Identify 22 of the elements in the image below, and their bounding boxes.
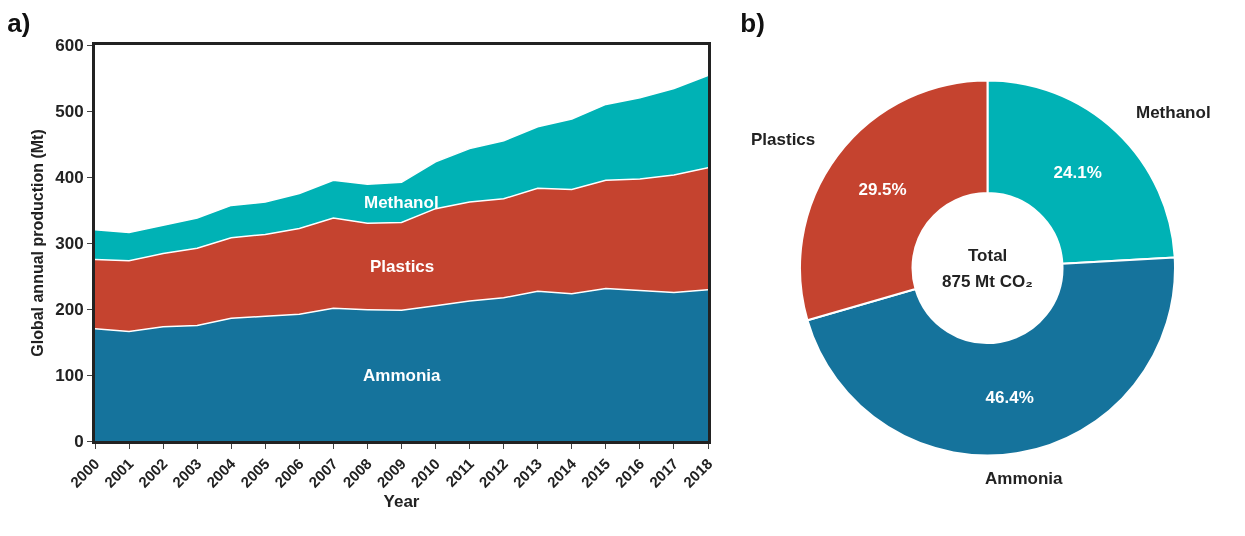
- data-label: 46.4%: [985, 387, 1034, 407]
- data-label: 24.1%: [1053, 163, 1102, 183]
- y-tick-label: 600: [55, 35, 84, 55]
- series-label: Methanol: [364, 193, 439, 212]
- slice-label: Methanol: [1136, 103, 1211, 122]
- series-label: Plastics: [370, 257, 435, 276]
- slice-label: Ammonia: [985, 469, 1063, 488]
- text: Total: [968, 246, 1008, 265]
- y-tick-label: 200: [55, 299, 84, 319]
- y-tick-label: 500: [55, 101, 84, 121]
- chart-title: a): [7, 7, 31, 38]
- y-axis-title: Global annual production (Mt): [29, 129, 47, 357]
- slice-label: Plastics: [751, 130, 816, 149]
- x-axis-title: Year: [383, 491, 420, 511]
- data-label: 29.5%: [858, 179, 907, 199]
- y-tick-label: 100: [55, 365, 84, 385]
- y-tick-label: 400: [55, 167, 84, 187]
- chart-title: b): [740, 7, 765, 38]
- y-tick-label: 0: [74, 431, 84, 451]
- text: 875 Mt CO₂: [942, 272, 1033, 291]
- y-tick-label: 300: [55, 233, 84, 253]
- series-label: Ammonia: [363, 366, 441, 385]
